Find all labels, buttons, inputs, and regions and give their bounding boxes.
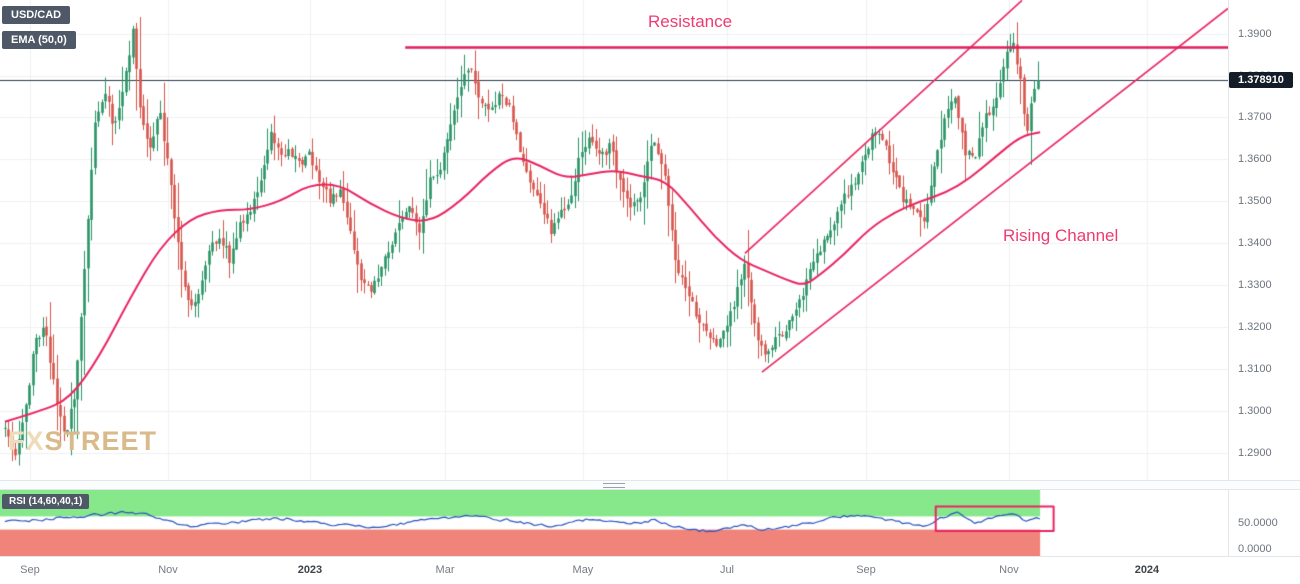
watermark-street: STREET <box>44 426 158 456</box>
price-tick-label: 1.3300 <box>1238 279 1272 292</box>
rising-channel-annotation[interactable]: Rising Channel <box>1003 226 1119 245</box>
panel-separator[interactable] <box>0 480 1300 490</box>
price-tick-label: 1.3200 <box>1238 321 1272 334</box>
watermark-fx: FX <box>8 426 45 456</box>
main-chart-row: USD/CAD EMA (50,0) Resistance Rising Cha… <box>0 0 1300 480</box>
month-label: Nov <box>158 564 178 576</box>
rsi-tick-label: 0.0000 <box>1238 543 1272 555</box>
year-label: 2023 <box>297 564 323 576</box>
ema-indicator-badge[interactable]: EMA (50,0) <box>2 31 76 49</box>
month-label: Nov <box>999 564 1019 576</box>
month-label: May <box>572 564 594 576</box>
month-label: Jul <box>719 564 734 576</box>
price-chart-plot[interactable]: USD/CAD EMA (50,0) Resistance Rising Cha… <box>0 0 1228 480</box>
price-tick-label: 1.3600 <box>1238 153 1272 166</box>
price-tick-label: 1.3700 <box>1238 111 1272 124</box>
rsi-row: RSI (14,60,40,1) 50.0000 0.0000 <box>0 490 1300 556</box>
price-tick-label: 1.3400 <box>1238 237 1272 250</box>
resistance-annotation[interactable]: Resistance <box>648 12 733 31</box>
price-tick-label: 1.3500 <box>1238 195 1272 208</box>
fxstreet-watermark: FXSTREET <box>8 426 157 457</box>
symbol-badge[interactable]: USD/CAD <box>2 6 71 24</box>
year-label: 2024 <box>1134 564 1160 576</box>
rsi-tick-label: 50.0000 <box>1238 517 1278 529</box>
price-tick-label: 1.2900 <box>1238 447 1272 460</box>
price-tick-label: 1.3000 <box>1238 405 1272 418</box>
month-label: Sep <box>20 564 40 576</box>
rsi-indicator-badge[interactable]: RSI (14,60,40,1) <box>2 494 90 509</box>
price-chart-canvas[interactable] <box>0 0 1228 480</box>
rsi-chart-canvas[interactable] <box>0 490 1228 556</box>
current-price-badge: 1.378910 <box>1229 72 1293 89</box>
price-tick-label: 1.3100 <box>1238 363 1272 376</box>
rsi-axis[interactable]: 50.0000 0.0000 <box>1228 490 1300 556</box>
price-tick-label: 1.3900 <box>1238 27 1272 40</box>
separator-grip-icon[interactable] <box>603 483 625 488</box>
price-axis[interactable]: 1.39001.38001.37001.36001.35001.34001.33… <box>1228 0 1300 480</box>
time-axis[interactable]: Sep Nov 2023 Mar May Jul Sep Nov 2024 <box>0 556 1300 584</box>
rsi-panel[interactable]: RSI (14,60,40,1) <box>0 490 1228 556</box>
month-label: Sep <box>856 564 876 576</box>
month-label: Mar <box>435 564 455 576</box>
